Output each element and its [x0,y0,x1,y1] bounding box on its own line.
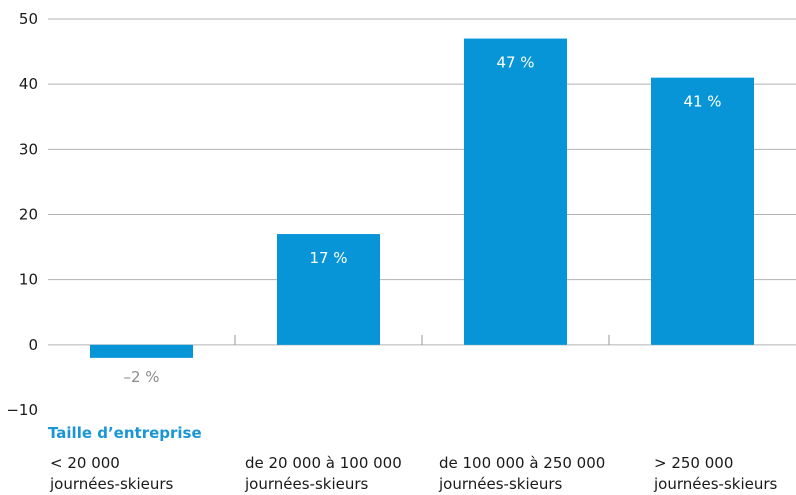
bar-data-label: 47 % [496,54,534,72]
y-tick-label: 20 [19,206,38,224]
x-category-label-line: journées-skieurs [654,475,778,493]
x-category-label: de 100 000 à 250 000 journées-skieurs [439,453,605,495]
bars [90,38,754,358]
x-category-label-line: > 250 000 [654,454,734,472]
x-axis-separators [234,334,610,345]
y-tick-label: 0 [28,336,38,354]
x-category-label: de 20 000 à 100 000 journées-skieurs [245,453,402,495]
data-labels: –2 % 17 % 47 % 41 % [123,54,721,386]
bar [90,344,193,358]
gridlines [48,18,796,346]
x-category-label: < 20 000 journées-skieurs [50,453,173,495]
x-category-label-line: < 20 000 [50,454,120,472]
y-tick-label: 50 [19,10,38,28]
x-axis-title: Taille d’entreprise [48,424,202,442]
x-category-label-line: journées-skieurs [50,475,174,493]
bar-data-label: –2 % [123,368,159,386]
bar-data-label: 17 % [309,249,347,267]
bar [464,38,567,345]
bar-data-label: 41 % [683,93,721,111]
y-tick-label: 10 [19,271,38,289]
x-category-label-line: journées-skieurs [245,475,369,493]
x-category-label-line: de 100 000 à 250 000 [439,454,606,472]
x-category-label-line: journées-skieurs [439,475,563,493]
y-tick-label: 40 [19,75,38,93]
y-axis-ticks: −10 0 10 20 30 40 50 [6,10,38,419]
y-tick-label: −10 [6,401,38,419]
bar [651,77,754,345]
x-category-label-line: de 20 000 à 100 000 [245,454,402,472]
y-tick-label: 30 [19,140,38,158]
bar [277,234,380,345]
x-category-label: > 250 000 journées-skieurs [654,453,777,495]
